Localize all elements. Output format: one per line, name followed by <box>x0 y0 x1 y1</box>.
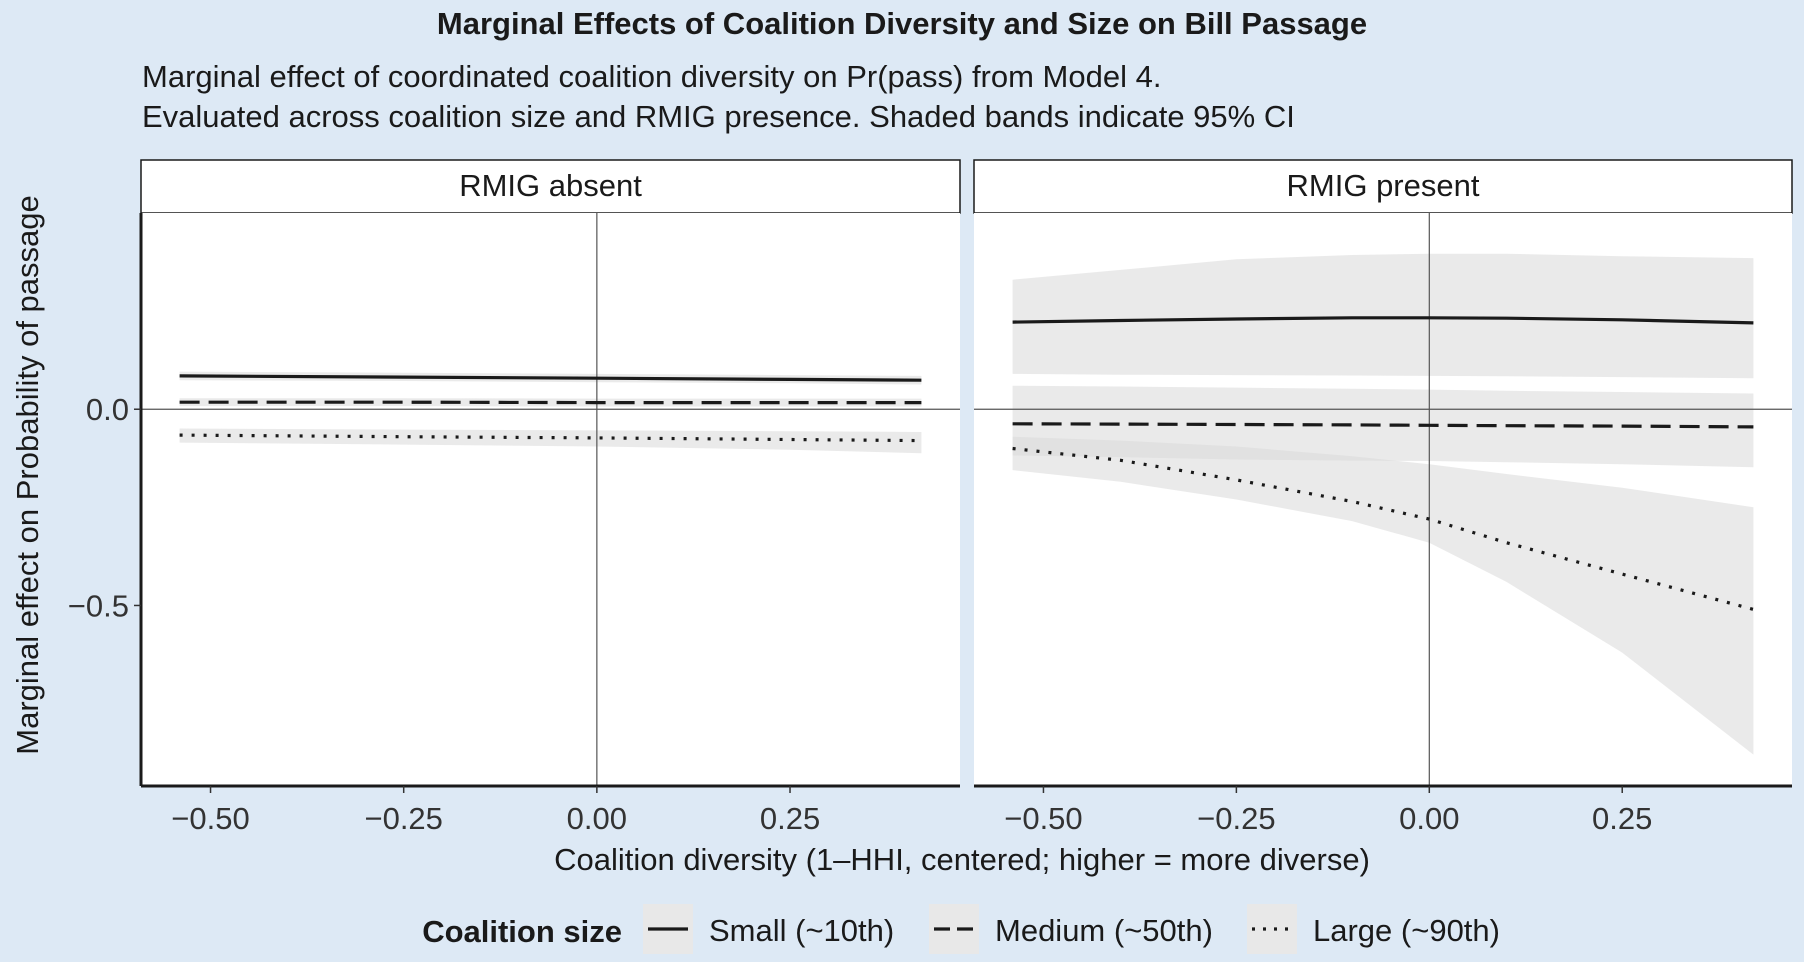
x-tick-label: 0.25 <box>760 801 820 836</box>
series-line-dashed <box>1012 422 1754 429</box>
x-tick-label: 0.00 <box>1399 801 1459 836</box>
facet-strip-label: RMIG present <box>1287 168 1480 203</box>
x-tick-label: −0.50 <box>171 801 249 836</box>
ci-band <box>179 428 922 454</box>
chart-subtitle-line-1: Marginal effect of coordinated coalition… <box>142 59 1161 94</box>
legend: Coalition size Small (~10th) Medium (~50t… <box>422 904 1500 954</box>
chart-subtitle-line-2: Evaluated across coalition size and RMIG… <box>142 99 1295 134</box>
ci-band <box>1012 436 1754 755</box>
facet-panel-2: RMIG present −0.50 −0.25 0.00 0.25 <box>973 159 1793 836</box>
x-tick-label: −0.25 <box>1197 801 1275 836</box>
series-line-solid <box>1012 316 1754 325</box>
ci-band <box>1012 253 1754 379</box>
y-tick-label: −0.5 <box>68 588 129 623</box>
legend-entry-dashed: Medium (~50th) <box>929 904 1213 954</box>
y-tick-label: 0.0 <box>86 392 129 427</box>
facet-strip-label: RMIG absent <box>459 168 642 203</box>
legend-key <box>1247 904 1297 954</box>
legend-label: Large (~90th) <box>1313 913 1500 948</box>
facet-strip <box>140 159 961 214</box>
facet-panels: RMIG absent−0.50.0−0.50 −0.25 0.00 0.25RMIG… <box>68 159 1793 836</box>
facet-strip <box>973 159 1793 214</box>
legend-entry-solid: Small (~10th) <box>643 904 894 954</box>
panel-background <box>141 213 960 786</box>
chart-title: Marginal Effects of Coalition Diversity … <box>437 6 1367 41</box>
x-axis-title: Coalition diversity (1–HHI, centered; hi… <box>554 842 1370 877</box>
x-tick-label: 0.00 <box>567 801 627 836</box>
legend-label: Small (~10th) <box>709 913 894 948</box>
ci-band <box>179 398 922 407</box>
x-tick-label: −0.50 <box>1004 801 1082 836</box>
legend-title: Coalition size <box>422 914 622 949</box>
x-tick-label: −0.25 <box>364 801 442 836</box>
facet-panel-1: RMIG absent −0.5 0.0 −0.50 −0.25 0.00 0.25 <box>68 159 961 836</box>
x-tick-label: 0.25 <box>1592 801 1652 836</box>
y-axis-title: Marginal effect on Probability of passag… <box>10 195 45 754</box>
legend-label: Medium (~50th) <box>995 913 1213 948</box>
legend-entry-dotted: Large (~90th) <box>1247 904 1500 954</box>
series-line-solid <box>179 374 922 382</box>
